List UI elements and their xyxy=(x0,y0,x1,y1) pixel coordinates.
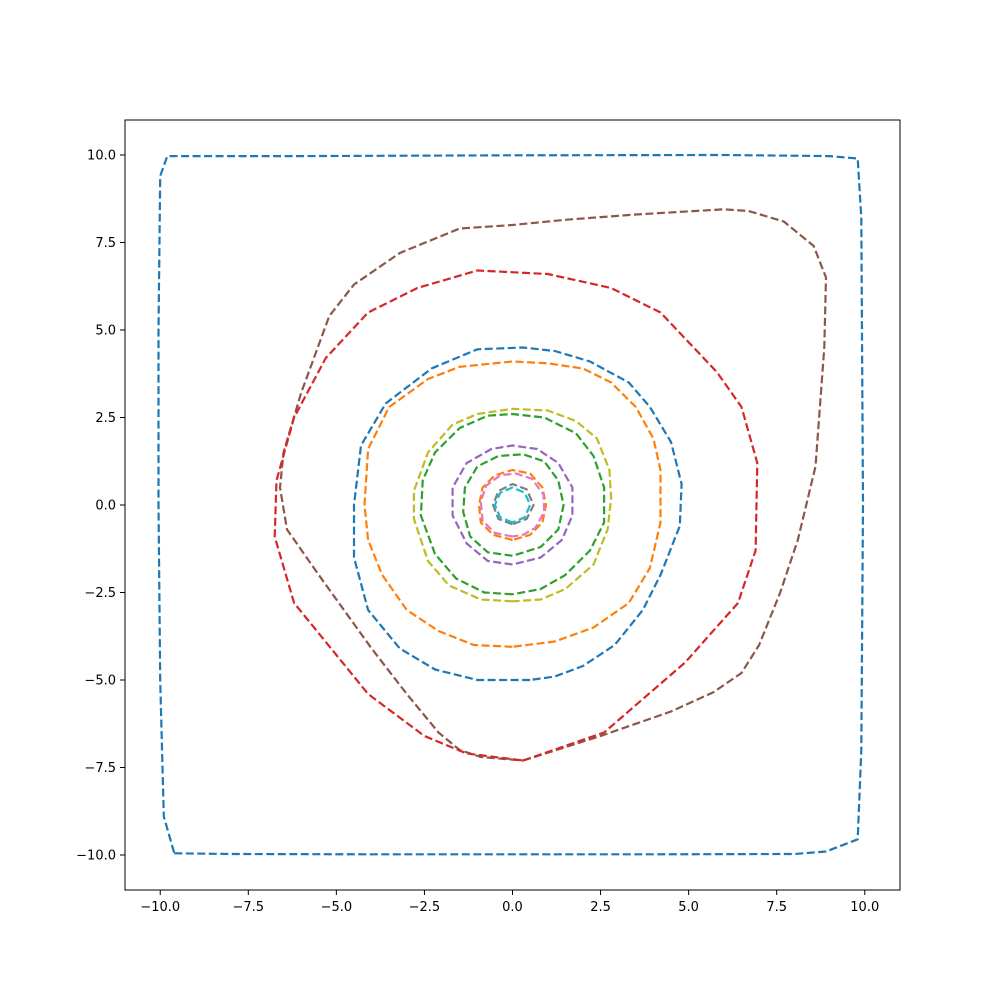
contour-line-1 xyxy=(157,153,865,856)
y-tick-label: 2.5 xyxy=(95,411,116,426)
contour-line-7 xyxy=(419,412,606,596)
series-layer xyxy=(157,153,865,856)
contour-line-2 xyxy=(278,208,828,762)
x-tick-label: 0.0 xyxy=(502,900,523,915)
x-tick-label: 10.0 xyxy=(850,900,879,915)
y-tick-label: −7.5 xyxy=(84,761,116,776)
y-tick-label: 5.0 xyxy=(95,324,116,339)
y-tick-label: −5.0 xyxy=(84,674,116,689)
contour-line-4 xyxy=(352,346,683,682)
x-tick-label: 5.0 xyxy=(678,900,699,915)
x-tick-label: −7.5 xyxy=(233,900,265,915)
x-tick-label: −2.5 xyxy=(409,900,441,915)
x-axis: −10.0 −7.5 −5.0 −2.5 0.0 2.5 5.0 7.5 10.0 xyxy=(140,890,879,915)
contour-line-8 xyxy=(451,444,574,566)
x-tick-label: 2.5 xyxy=(590,900,611,915)
y-axis: −10.0 −7.5 −5.0 −2.5 0.0 2.5 5.0 7.5 10.0 xyxy=(76,149,125,864)
contour-line-3 xyxy=(273,269,759,762)
y-tick-label: 10.0 xyxy=(87,149,116,164)
contour-line-11 xyxy=(479,472,546,538)
contour-line-12 xyxy=(492,482,535,526)
x-tick-label: −5.0 xyxy=(321,900,353,915)
x-tick-label: 7.5 xyxy=(766,900,787,915)
contour-line-10 xyxy=(477,468,548,542)
contour-line-13 xyxy=(493,486,532,524)
contour-line-5 xyxy=(363,360,662,648)
y-tick-label: 0.0 xyxy=(95,499,116,514)
contour-line-6 xyxy=(412,407,613,603)
y-tick-label: −10.0 xyxy=(76,849,116,864)
y-tick-label: −2.5 xyxy=(84,586,116,601)
contour-line-9 xyxy=(462,453,565,557)
x-tick-label: −10.0 xyxy=(140,900,180,915)
y-tick-label: 7.5 xyxy=(95,236,116,251)
